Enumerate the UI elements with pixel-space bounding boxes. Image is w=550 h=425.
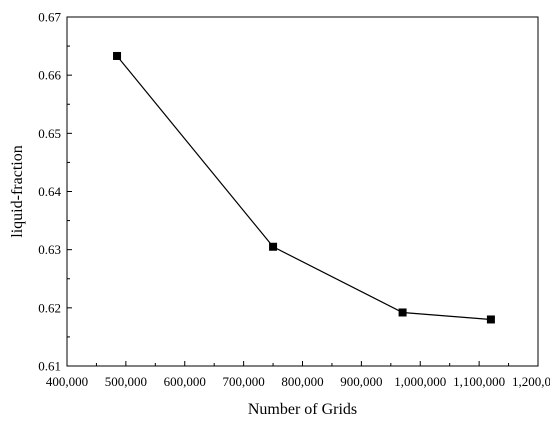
data-point — [113, 51, 122, 60]
y-tick-label: 0.66 — [38, 68, 61, 83]
y-axis-ticks: 0.61 0.62 0.63 0.64 0.65 0.66 0.67 — [38, 10, 72, 374]
plot-frame — [66, 16, 539, 367]
x-tick-label: 600,000 — [164, 374, 206, 389]
x-tick-label: 1,000,000 — [394, 374, 446, 389]
x-axis-ticks: 400,000 500,000 600,000 700,000 800,000 900,0… — [46, 361, 550, 389]
y-axis-label: liquid-fraction — [9, 145, 26, 237]
x-tick-label: 800,000 — [281, 374, 323, 389]
x-tick-label: 400,000 — [46, 374, 88, 389]
data-point — [398, 308, 407, 317]
y-tick-label: 0.63 — [38, 242, 61, 257]
x-axis-label: Number of Grids — [248, 401, 357, 418]
series-layer — [113, 51, 495, 324]
x-tick-label: 700,000 — [223, 374, 265, 389]
y-tick-label: 0.61 — [38, 359, 61, 374]
data-point — [486, 315, 495, 324]
x-tick-label: 500,000 — [105, 374, 147, 389]
x-tick-label: 900,000 — [340, 374, 382, 389]
y-tick-label: 0.65 — [38, 126, 61, 141]
y-tick-label: 0.67 — [38, 10, 61, 25]
y-tick-label: 0.64 — [38, 184, 61, 199]
y-tick-label: 0.62 — [38, 300, 61, 315]
x-tick-label: 1,100,000 — [453, 374, 505, 389]
x-tick-label: 1,200,000 — [512, 374, 550, 389]
data-point — [269, 242, 278, 251]
axes — [66, 16, 539, 367]
series-line — [116, 55, 491, 321]
